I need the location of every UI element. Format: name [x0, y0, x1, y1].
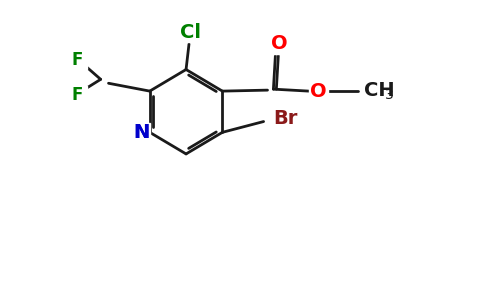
Bar — [67, 86, 87, 104]
Bar — [309, 81, 328, 101]
Text: O: O — [310, 82, 327, 100]
Bar — [175, 22, 211, 42]
Bar — [67, 51, 87, 68]
Text: CH: CH — [363, 81, 394, 100]
Text: N: N — [133, 123, 149, 142]
Text: Br: Br — [273, 109, 298, 128]
Text: N: N — [133, 123, 149, 142]
Text: F: F — [72, 51, 83, 69]
Bar — [268, 34, 291, 54]
Bar — [132, 124, 150, 141]
Text: O: O — [271, 34, 287, 53]
Text: F: F — [72, 86, 83, 104]
Text: Cl: Cl — [181, 23, 201, 42]
Text: 3: 3 — [385, 88, 394, 102]
